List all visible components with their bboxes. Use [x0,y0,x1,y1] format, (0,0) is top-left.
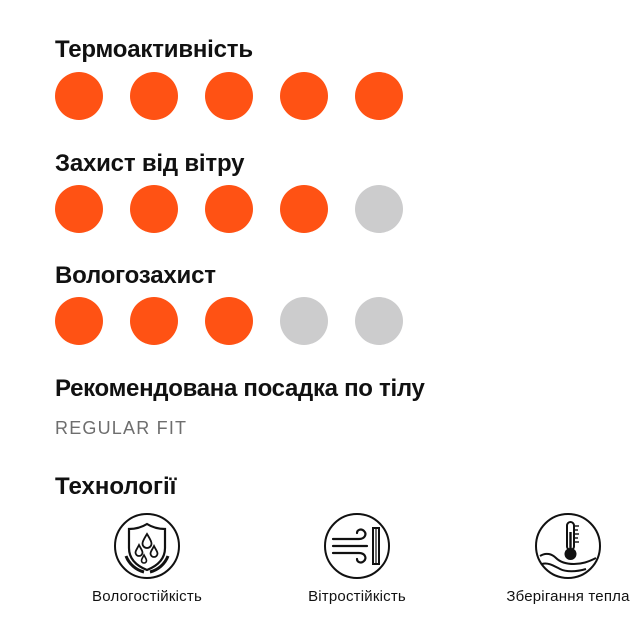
rating-dot-filled [205,72,253,120]
rating-dot-empty [355,297,403,345]
tech-item-water-resistance[interactable]: Вологостійкість [72,512,222,605]
rating-dot-filled [130,185,178,233]
rating-dots-water [55,297,403,345]
tech-item-wind-resistance[interactable]: Вітростійкість [282,512,432,605]
fit-title: Рекомендована посадка по тілу [55,375,425,402]
thermometer-hand-icon [535,513,601,579]
rating-dot-filled [55,185,103,233]
rating-dot-filled [55,72,103,120]
tech-label-heat-retention: Зберігання тепла [506,588,630,605]
rating-dot-filled [205,185,253,233]
rating-dots-thermo [55,72,403,120]
rating-dot-filled [55,297,103,345]
wind-icon [324,513,390,579]
rating-dot-filled [130,297,178,345]
tech-item-heat-retention[interactable]: Зберігання тепла [493,512,640,605]
rating-title-wind: Захист від вітру [55,150,245,177]
rating-dot-empty [355,185,403,233]
rating-dot-empty [280,297,328,345]
fit-value: REGULAR FIT [55,418,188,438]
water-drops-shield-icon [114,513,180,579]
tech-label-wind-resistance: Вітростійкість [308,588,406,605]
rating-dot-filled [205,297,253,345]
rating-dot-filled [130,72,178,120]
rating-title-water: Вологозахист [55,262,216,289]
rating-dot-filled [280,185,328,233]
technologies-title: Технології [55,473,177,500]
tech-label-water-resistance: Вологостійкість [92,588,202,605]
rating-dots-wind [55,185,403,233]
rating-dot-filled [280,72,328,120]
rating-dot-filled [355,72,403,120]
rating-title-thermo: Термоактивність [55,36,253,63]
